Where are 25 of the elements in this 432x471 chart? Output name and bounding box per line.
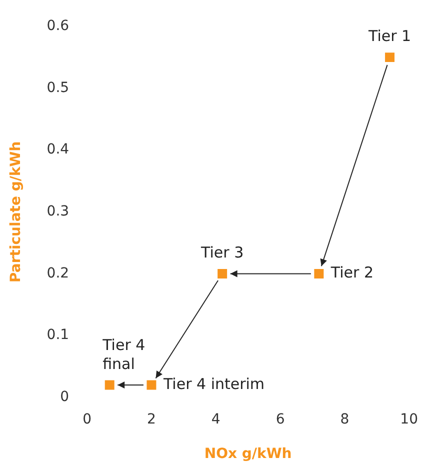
annotation: Tier 2	[330, 264, 374, 282]
x-tick-label: 4	[211, 411, 220, 428]
annotation: Tier 3	[200, 244, 244, 262]
x-tick-label: 2	[147, 411, 156, 428]
annotation: Tier 4 final	[102, 336, 146, 373]
y-tick-label: 0.1	[46, 327, 70, 344]
y-tick-label: 0.5	[46, 80, 70, 96]
y-tick-label: 0.6	[46, 18, 70, 34]
y-axis-title: Particulate g/kWh	[8, 141, 24, 282]
annotation: Tier 1	[367, 27, 412, 46]
point	[314, 268, 324, 278]
point	[104, 380, 114, 390]
y-tick-label: 0.2	[46, 265, 70, 282]
y-tick-label: 0	[60, 389, 70, 406]
x-tick-label: 8	[340, 411, 350, 428]
x-tick-label: 6	[276, 411, 285, 428]
x-axis-title: NOx g/kWh	[204, 446, 292, 462]
point	[385, 52, 395, 62]
x-tick-label: 10	[400, 411, 418, 428]
y-tick-label: 0.4	[46, 142, 70, 158]
point	[146, 380, 156, 390]
y-tick-label: 0.3	[46, 204, 70, 220]
point	[218, 268, 228, 278]
annotation: Tier 4 interim	[162, 374, 265, 393]
x-tick-label: 0	[82, 411, 92, 428]
